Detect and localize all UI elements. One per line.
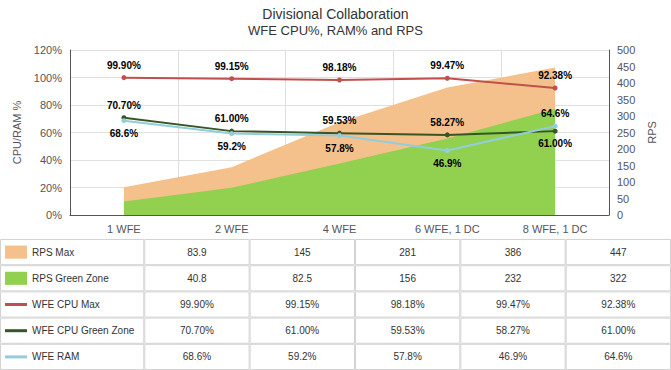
svg-text:64.6%: 64.6% (541, 108, 569, 119)
svg-text:64.6%: 64.6% (604, 351, 632, 362)
svg-text:99.90%: 99.90% (107, 60, 141, 71)
svg-text:68.6%: 68.6% (110, 128, 138, 139)
svg-text:1 WFE: 1 WFE (107, 223, 141, 235)
svg-text:150: 150 (617, 160, 635, 172)
svg-text:RPS Green Zone: RPS Green Zone (32, 273, 109, 284)
svg-text:WFE CPU Green Zone: WFE CPU Green Zone (32, 325, 135, 336)
svg-text:4 WFE: 4 WFE (323, 223, 357, 235)
svg-text:99.47%: 99.47% (496, 299, 530, 310)
svg-text:RPS: RPS (646, 121, 658, 144)
svg-text:68.6%: 68.6% (183, 351, 211, 362)
svg-text:57.8%: 57.8% (325, 143, 353, 154)
svg-text:120%: 120% (34, 44, 62, 56)
svg-text:145: 145 (294, 247, 311, 258)
svg-text:40.8: 40.8 (187, 273, 207, 284)
svg-text:60%: 60% (40, 127, 62, 139)
svg-text:58.27%: 58.27% (496, 325, 530, 336)
svg-text:500: 500 (617, 44, 635, 56)
svg-text:447: 447 (610, 247, 627, 258)
svg-text:0%: 0% (46, 209, 62, 221)
svg-text:100: 100 (617, 176, 635, 188)
svg-text:98.18%: 98.18% (391, 299, 425, 310)
svg-text:61.00%: 61.00% (601, 325, 635, 336)
svg-text:99.15%: 99.15% (285, 299, 319, 310)
svg-text:2 WFE: 2 WFE (215, 223, 249, 235)
svg-text:RPS Max: RPS Max (32, 247, 74, 258)
svg-text:70.70%: 70.70% (107, 100, 141, 111)
svg-text:92.38%: 92.38% (601, 299, 635, 310)
svg-text:83.9: 83.9 (187, 247, 207, 258)
svg-text:386: 386 (505, 247, 522, 258)
svg-text:400: 400 (617, 77, 635, 89)
svg-text:82.5: 82.5 (293, 273, 313, 284)
svg-text:40%: 40% (40, 154, 62, 166)
svg-text:300: 300 (617, 110, 635, 122)
svg-text:70.70%: 70.70% (180, 325, 214, 336)
svg-text:92.38%: 92.38% (538, 70, 572, 81)
svg-text:322: 322 (610, 273, 627, 284)
svg-text:99.90%: 99.90% (180, 299, 214, 310)
svg-text:80%: 80% (40, 99, 62, 111)
svg-text:57.8%: 57.8% (393, 351, 421, 362)
svg-text:100%: 100% (34, 72, 62, 84)
svg-text:WFE RAM: WFE RAM (32, 351, 79, 362)
svg-text:99.15%: 99.15% (215, 61, 249, 72)
svg-text:59.2%: 59.2% (218, 141, 246, 152)
svg-text:350: 350 (617, 94, 635, 106)
svg-text:61.00%: 61.00% (538, 138, 572, 149)
svg-text:WFE CPU Max: WFE CPU Max (32, 299, 100, 310)
svg-text:50: 50 (617, 193, 629, 205)
svg-text:98.18%: 98.18% (323, 62, 357, 73)
svg-text:61.00%: 61.00% (285, 325, 319, 336)
svg-text:58.27%: 58.27% (430, 117, 464, 128)
svg-text:WFE CPU%, RAM% and RPS: WFE CPU%, RAM% and RPS (248, 23, 423, 38)
svg-text:CPU/RAM %: CPU/RAM % (11, 101, 23, 165)
svg-text:99.47%: 99.47% (430, 60, 464, 71)
svg-text:232: 232 (505, 273, 522, 284)
svg-text:59.2%: 59.2% (288, 351, 316, 362)
svg-text:156: 156 (399, 273, 416, 284)
svg-text:450: 450 (617, 61, 635, 73)
svg-text:61.00%: 61.00% (215, 113, 249, 124)
svg-text:46.9%: 46.9% (433, 158, 461, 169)
svg-text:46.9%: 46.9% (499, 351, 527, 362)
svg-text:0: 0 (617, 209, 623, 221)
svg-text:20%: 20% (40, 182, 62, 194)
svg-text:59.53%: 59.53% (323, 115, 357, 126)
svg-text:59.53%: 59.53% (391, 325, 425, 336)
svg-text:250: 250 (617, 127, 635, 139)
svg-text:6 WFE, 1 DC: 6 WFE, 1 DC (415, 223, 480, 235)
svg-text:Divisional Collaboration: Divisional Collaboration (262, 6, 408, 22)
svg-text:200: 200 (617, 143, 635, 155)
svg-text:8 WFE, 1 DC: 8 WFE, 1 DC (523, 223, 588, 235)
svg-text:281: 281 (399, 247, 416, 258)
